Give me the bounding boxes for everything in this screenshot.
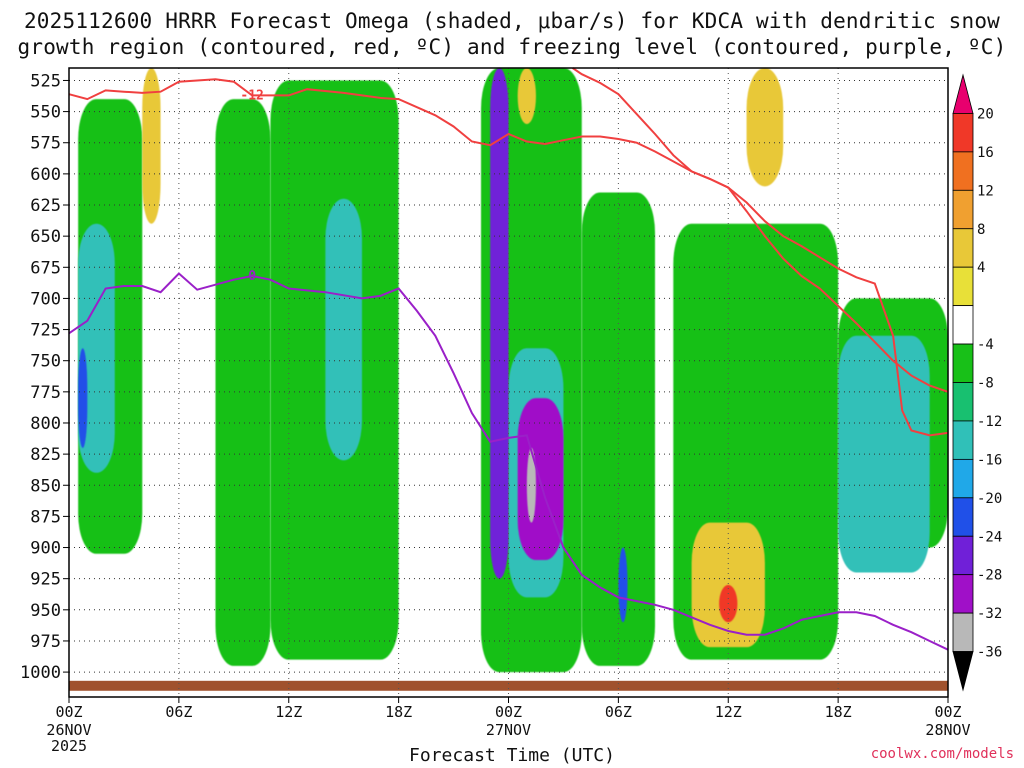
colorbar-segment	[952, 305, 974, 345]
colorbar-label: -32	[977, 606, 1002, 622]
colorbar-arrow-bottom	[952, 651, 974, 692]
x-date-label: 26NOV	[46, 721, 91, 739]
colorbar: 20 16 12 8 4 -4 -8 -12 -16 -20 -24 -28 -32 -36	[952, 73, 1002, 692]
omega-region-ascent	[325, 198, 362, 461]
x-tick-label: 12Z	[275, 703, 302, 721]
x-tick-label: 06Z	[165, 703, 192, 721]
omega-region-ascent	[618, 547, 628, 623]
y-tick-label: 1000	[20, 663, 61, 683]
x-tick-label: 18Z	[825, 703, 852, 721]
x-date-label: 28NOV	[925, 721, 970, 739]
x-tick-label: 00Z	[495, 703, 522, 721]
colorbar-segment	[952, 266, 974, 307]
plot-area	[69, 68, 948, 697]
x-axis-title: Forecast Time (UTC)	[409, 745, 615, 766]
chart-title-line2: growth region (contoured, red, ºC) and f…	[17, 35, 1007, 59]
x-tick-label: 00Z	[55, 703, 82, 721]
colorbar-label: -12	[977, 414, 1002, 430]
colorbar-segment	[952, 574, 974, 614]
x-tick-label: 12Z	[715, 703, 742, 721]
x-tick-label: 00Z	[934, 703, 961, 721]
omega-region-descent	[142, 68, 161, 224]
colorbar-label: -16	[977, 452, 1002, 468]
contour-label: 0	[248, 269, 256, 284]
omega-region-descent	[746, 68, 784, 187]
colorbar-segment	[952, 420, 974, 460]
y-tick-label: 650	[30, 227, 61, 247]
y-tick-label: 850	[30, 476, 61, 496]
y-tick-label: 750	[30, 352, 61, 372]
contour-line-0	[68, 272, 949, 651]
y-tick-label: 600	[30, 165, 61, 185]
terrain-band	[69, 680, 948, 691]
omega-region-ascent	[581, 192, 655, 666]
y-tick-label: 625	[30, 196, 61, 216]
y-tick-label: 525	[30, 71, 61, 91]
colorbar-label: 4	[977, 260, 985, 276]
contour-lines: 0 -12	[68, 67, 949, 651]
colorbar-segment	[952, 189, 974, 230]
colorbar-segment	[952, 151, 974, 191]
omega-region-strong-ascent	[490, 68, 509, 579]
y-tick-label: 725	[30, 321, 61, 341]
colorbar-label: -24	[977, 529, 1002, 545]
x-tick-label: 06Z	[605, 703, 632, 721]
colorbar-label: -8	[977, 376, 994, 392]
axes: 525 550 575 600 625 650 675 700 725 750 775 800 825 8…	[20, 67, 971, 755]
x-date-label: 2025	[51, 737, 87, 755]
colorbar-segment	[952, 382, 974, 422]
credit-text: coolwx.com/models	[870, 746, 1014, 762]
omega-region-descent	[517, 68, 536, 125]
y-tick-label: 675	[30, 258, 61, 278]
omega-region-ascent	[78, 348, 88, 448]
contour-label: -12	[240, 88, 263, 103]
y-tick-label: 800	[30, 414, 61, 434]
chart-title-line1: 2025112600 HRRR Forecast Omega (shaded, …	[23, 9, 1001, 33]
colorbar-label: -36	[977, 645, 1002, 661]
y-tick-label: 900	[30, 539, 61, 559]
y-tick-label: 975	[30, 632, 61, 652]
y-tick-label: 925	[30, 570, 61, 590]
colorbar-label: 20	[977, 106, 994, 122]
x-date-label: 27NOV	[486, 721, 531, 739]
colorbar-segment	[952, 458, 974, 499]
omega-region-ascent	[215, 99, 271, 666]
colorbar-label: -4	[977, 337, 994, 353]
colorbar-segment	[952, 113, 974, 153]
y-tick-label: 575	[30, 134, 61, 154]
omega-region-ascent	[78, 223, 115, 473]
y-tick-label: 700	[30, 289, 61, 309]
y-tick-label: 550	[30, 103, 61, 123]
colorbar-label: 12	[977, 183, 994, 199]
colorbar-segment	[952, 497, 974, 537]
y-tick-label: 875	[30, 507, 61, 527]
omega-region-peak-ascent	[526, 447, 536, 523]
omega-region-ascent	[838, 335, 930, 573]
contour-line	[572, 67, 949, 393]
colorbar-arrow-top	[952, 73, 974, 114]
colorbar-segment	[952, 612, 974, 652]
y-tick-label: 950	[30, 601, 61, 621]
colorbar-label: -28	[977, 568, 1002, 584]
colorbar-label: -20	[977, 491, 1002, 507]
contour-line--12	[68, 78, 949, 437]
y-tick-label: 825	[30, 445, 61, 465]
colorbar-segment	[952, 228, 974, 268]
colorbar-segment	[952, 343, 974, 383]
x-tick-label: 18Z	[385, 703, 412, 721]
colorbar-label: 8	[977, 222, 985, 238]
y-tick-label: 775	[30, 383, 61, 403]
colorbar-segment	[952, 535, 974, 576]
colorbar-label: 16	[977, 145, 994, 161]
